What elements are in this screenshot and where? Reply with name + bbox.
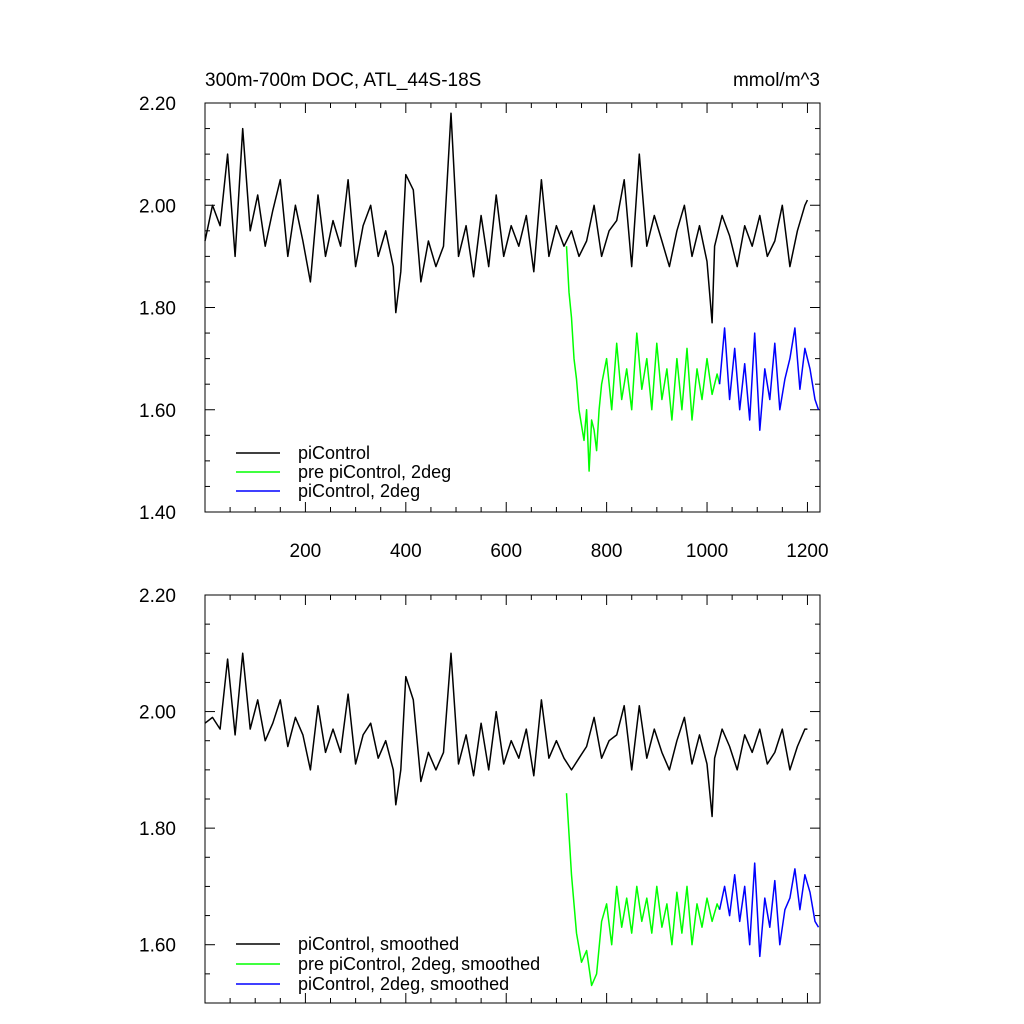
y-tick-label: 1.60 [139, 401, 176, 422]
x-tick-label: 600 [490, 541, 522, 562]
y-tick-label: 1.60 [139, 936, 176, 957]
x-tick-label: 1000 [686, 541, 728, 562]
x-tick-label: 800 [591, 541, 623, 562]
y-tick-label: 2.20 [139, 586, 176, 607]
x-tick-label: 200 [290, 541, 322, 562]
series-line-1 [565, 793, 721, 987]
bottom-panel: 1.60 1.80 2.00 2.20 piControl, smoothedpre … [139, 586, 821, 1004]
y-tick-label: 1.80 [139, 819, 176, 840]
series-line-0 [204, 652, 808, 818]
y-tick-label: 1.80 [139, 299, 176, 320]
top-tick-group: 200 400 600 800 1000 1200 1.40 1.60 1.80 2.00 2.20 [139, 94, 829, 562]
bottom-series-group [204, 652, 820, 987]
top-panel: 300m-700m DOC, ATL_44S-18S mmol/m^3 200 4… [139, 70, 829, 562]
y-tick-label: 1.40 [139, 503, 176, 524]
series-line-0 [204, 112, 809, 324]
bottom-plot-frame [204, 594, 821, 1004]
y-tick-label: 2.00 [139, 196, 176, 217]
x-tick-label: 1200 [786, 541, 828, 562]
legend-label: piControl [298, 443, 370, 463]
chart-title: 300m-700m DOC, ATL_44S-18S [205, 70, 481, 91]
top-series-group [204, 112, 820, 472]
x-tick-label: 400 [390, 541, 422, 562]
series-line-1 [565, 246, 721, 472]
legend-label: piControl, smoothed [298, 934, 459, 954]
legend-label: piControl, 2deg [298, 481, 420, 501]
legend-label: pre piControl, 2deg [298, 462, 451, 482]
y-tick-label: 2.20 [139, 94, 176, 115]
legend-label: piControl, 2deg, smoothed [298, 974, 509, 994]
top-plot-frame [204, 102, 821, 513]
series-line-2 [718, 862, 820, 958]
bottom-tick-group: 1.60 1.80 2.00 2.20 [139, 586, 820, 1004]
legend-label: pre piControl, 2deg, smoothed [298, 954, 540, 974]
y-tick-label: 2.00 [139, 703, 176, 724]
series-line-2 [718, 327, 820, 431]
units-label: mmol/m^3 [733, 70, 820, 91]
